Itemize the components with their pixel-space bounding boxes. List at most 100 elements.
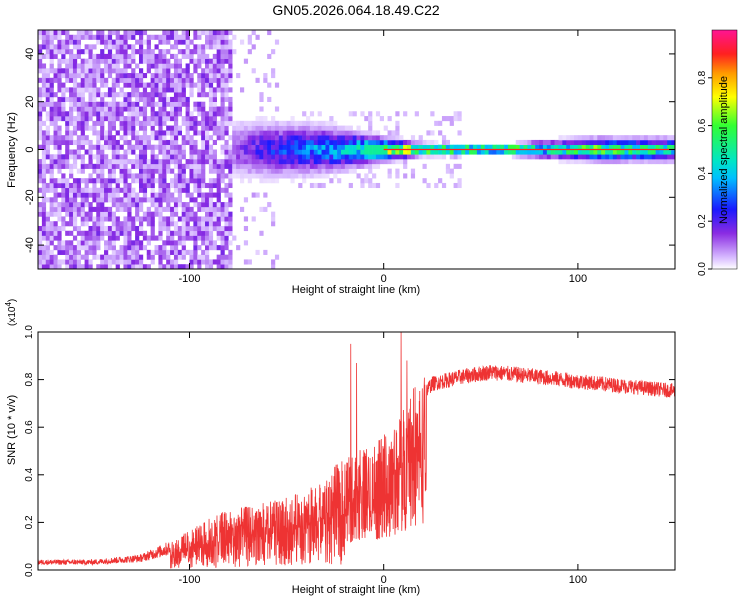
spectrogram-cell: [158, 130, 163, 136]
spectrogram-cell: [69, 149, 74, 155]
spectrogram-cell: [88, 92, 93, 98]
spectrogram-cell: [88, 44, 93, 50]
spectrogram-cell: [399, 139, 404, 146]
spectrogram-cell: [216, 230, 221, 236]
spectrogram-cell: [193, 159, 198, 165]
spectrogram-cell: [651, 149, 656, 155]
spectrogram-cell: [96, 149, 101, 155]
spectrogram-cell: [123, 34, 128, 40]
spectrogram-cell: [100, 163, 105, 169]
spectrogram-cell: [368, 163, 373, 169]
spectrogram-cell: [636, 154, 641, 160]
spectrogram-cell: [170, 111, 175, 117]
spectrogram-cell: [45, 211, 50, 217]
spectrogram-cell: [41, 149, 47, 155]
snr-ytick-label: 0.2: [24, 515, 35, 529]
spectrogram-cell: [80, 264, 85, 269]
spectrogram-cell: [115, 230, 120, 236]
spectrogram-cell: [274, 82, 280, 88]
spectrogram-cell: [228, 240, 233, 246]
spectrogram-cell: [173, 144, 179, 150]
spectrogram-cell: [69, 173, 74, 179]
spectrogram-cell: [290, 116, 295, 122]
spectrogram-cell: [84, 187, 89, 193]
spectrogram-cell: [146, 120, 151, 126]
spectrogram-cell: [267, 163, 272, 169]
spectrogram-cell: [173, 82, 179, 88]
spectrogram-cell: [166, 101, 171, 107]
spectrogram-cell: [286, 135, 291, 141]
spectrogram-cell: [321, 154, 326, 160]
spectrogram-cell: [430, 144, 435, 150]
spectrogram-cell: [208, 73, 214, 79]
spectrogram-cell: [228, 30, 233, 36]
spectrogram-cell: [162, 63, 167, 69]
spectrogram-cell: [107, 235, 113, 241]
spectrogram-cell: [329, 163, 334, 169]
spectrogram-cell: [138, 168, 144, 174]
spectrogram-cell: [92, 34, 97, 40]
spectrogram-cell: [395, 168, 400, 174]
spectrogram-cell: [274, 173, 280, 179]
spectrogram-cell: [115, 116, 120, 122]
spectrogram-cell: [449, 149, 454, 155]
colorbar-axes: 0.00.20.40.60.8: [697, 29, 738, 276]
spectrogram-cell: [601, 149, 606, 155]
spectrogram-cell: [208, 230, 214, 236]
spectrogram-cell: [181, 264, 186, 269]
spectrogram-cell: [53, 49, 58, 55]
spectrogram-cell: [115, 149, 120, 155]
spectrogram-cell: [243, 173, 249, 179]
spectrogram-cell: [131, 173, 136, 179]
spectrogram-cell: [340, 163, 346, 169]
spectrogram-cell: [61, 101, 66, 107]
spectrogram-cell: [69, 230, 74, 236]
spectrogram-cell: [111, 77, 116, 83]
spectrogram-cell: [92, 154, 97, 160]
spectrogram-cell: [84, 197, 89, 203]
colorbar-label: Normalized spectral amplitude: [718, 76, 730, 224]
spectrogram-cell: [53, 159, 58, 165]
spectrogram-cell: [107, 245, 113, 251]
spectrogram-cell: [271, 130, 276, 136]
spectrogram-cell: [131, 111, 136, 117]
spectrogram-cell: [375, 163, 381, 169]
spectrogram-cell: [41, 63, 47, 69]
spectrogram-cell: [306, 144, 311, 150]
spectrogram-cell: [142, 125, 148, 131]
spectrogram-cell: [205, 73, 210, 79]
spectrogram-cell: [135, 116, 140, 122]
spectrogram-cell: [208, 34, 214, 40]
spectrogram-cell: [228, 116, 233, 122]
spectrogram-cell: [166, 259, 171, 265]
spectrogram-cell: [278, 139, 283, 146]
spectrogram-cell: [251, 139, 256, 146]
spectrogram-cell: [158, 135, 163, 141]
spectrogram-cell: [329, 149, 334, 155]
spectrogram-cell: [49, 154, 54, 160]
spectrogram-cell: [197, 111, 202, 117]
spectrogram-cell: [263, 73, 268, 79]
spectrogram-cell: [84, 221, 89, 227]
spectrogram-cell: [53, 111, 58, 117]
spectrogram-cell: [228, 44, 233, 50]
spectrogram-cell: [208, 111, 214, 117]
spectrogram-cell: [119, 39, 124, 45]
spectrogram-cell: [84, 249, 89, 255]
spectrogram-cell: [632, 149, 637, 155]
spectrogram-cell: [352, 154, 357, 160]
spectrogram-cell: [138, 178, 144, 184]
spectrogram-cell: [92, 187, 97, 193]
spectrogram-cell: [127, 77, 132, 83]
spectrogram-cell: [255, 144, 260, 150]
spectrogram-cell: [208, 149, 214, 155]
spectrogram-cell: [138, 120, 144, 126]
spectrogram-cell: [65, 30, 70, 36]
spectrogram-cell: [574, 149, 579, 155]
spectrogram-cell: [119, 178, 124, 184]
spectrogram-cell: [570, 139, 575, 146]
spectrogram-cell: [173, 116, 179, 122]
spectrogram-cell: [271, 163, 276, 169]
spectrogram-cell: [166, 249, 171, 255]
spectrogram-cell: [41, 192, 47, 198]
